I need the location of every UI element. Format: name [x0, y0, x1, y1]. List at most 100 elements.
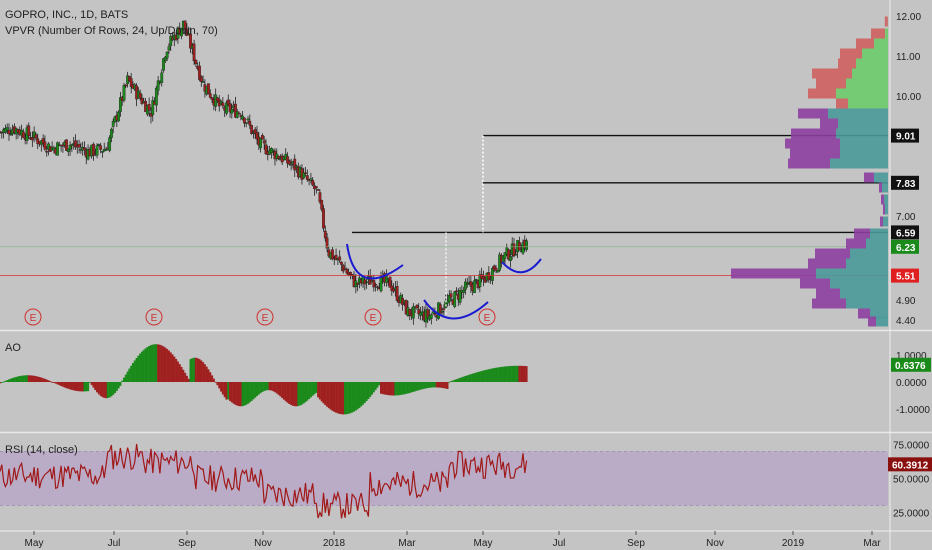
ao-bar — [446, 382, 449, 389]
ao-bar — [261, 382, 264, 392]
ao-bar — [362, 382, 365, 405]
ao-bar — [432, 382, 435, 388]
ao-bar — [313, 382, 316, 395]
candle — [264, 144, 268, 155]
candle — [43, 141, 47, 150]
ao-bar — [471, 373, 474, 382]
vp-row-down — [812, 298, 846, 309]
ao-bar — [518, 365, 521, 382]
rsi-value-box — [888, 457, 932, 472]
candle — [237, 112, 241, 115]
ao-bar — [340, 382, 343, 415]
ao-bar — [297, 382, 300, 407]
candle — [151, 100, 155, 116]
ao-bar — [180, 366, 183, 382]
ao-bar — [273, 382, 276, 393]
ao-bar — [335, 382, 338, 413]
ao-bar — [142, 349, 145, 382]
candle — [97, 144, 101, 146]
ao-bar — [299, 382, 302, 406]
ao-bar — [29, 375, 32, 382]
ao-bar — [164, 347, 167, 382]
ao-bar — [81, 382, 84, 392]
candle — [345, 269, 349, 274]
vp-row-down — [788, 158, 830, 169]
ao-bar — [387, 382, 390, 396]
candle — [253, 129, 257, 135]
ao-bar — [353, 382, 356, 412]
ao-bar — [290, 382, 293, 406]
ao-bar — [193, 357, 196, 382]
ao-bar — [473, 373, 476, 382]
ao-bar — [468, 374, 471, 382]
ao-bar — [191, 358, 194, 382]
ao-bar — [47, 380, 50, 382]
ao-bar — [105, 382, 108, 399]
vp-row-down — [816, 288, 840, 299]
ao-bar — [392, 382, 395, 396]
ao-bar — [22, 375, 25, 382]
ao-bar — [245, 382, 248, 405]
candle — [325, 237, 329, 249]
candle — [230, 109, 234, 114]
ao-bar — [525, 366, 528, 382]
ao-bar — [97, 382, 100, 395]
ao-bar — [135, 357, 138, 382]
ao-bar — [487, 369, 490, 382]
vp-row-down — [812, 68, 852, 79]
rsi-line — [0, 443, 528, 519]
vp-row-down — [820, 118, 838, 129]
ao-bar — [214, 381, 217, 383]
time-tick: May — [25, 538, 44, 549]
vp-row-up — [848, 98, 888, 109]
vp-row-up — [836, 128, 888, 139]
ao-bar — [119, 382, 122, 386]
ao-bar — [475, 372, 478, 382]
ao-bar — [124, 374, 127, 382]
price-label-box — [891, 175, 919, 190]
candle — [147, 104, 151, 111]
candle — [491, 268, 494, 281]
candle — [372, 280, 376, 288]
ao-bar — [112, 382, 115, 395]
vp-row-down — [883, 204, 885, 215]
vp-row-down — [791, 128, 836, 139]
ao-bar — [507, 366, 510, 382]
ao-bar — [322, 382, 325, 404]
ao-bar — [36, 376, 39, 382]
ao-bar — [153, 344, 156, 382]
time-tick: Sep — [627, 538, 645, 549]
earnings-marker-label: E — [30, 313, 37, 324]
ao-pane[interactable] — [0, 344, 528, 415]
rsi-band — [0, 451, 888, 506]
ao-bar — [282, 382, 285, 400]
ao-bar — [491, 368, 494, 382]
candle — [338, 256, 342, 261]
vp-row-down — [790, 148, 840, 159]
candle — [309, 178, 313, 181]
candle — [243, 117, 246, 124]
candle — [517, 242, 521, 251]
ao-bar — [437, 382, 440, 388]
candle — [221, 102, 225, 107]
candle — [349, 271, 352, 276]
vp-row-down — [868, 316, 876, 327]
vp-row-down — [808, 258, 846, 269]
candle — [41, 138, 45, 144]
rsi-pane[interactable] — [0, 443, 888, 519]
ao-bar — [374, 382, 377, 391]
candle — [154, 87, 158, 106]
candle — [117, 112, 121, 122]
ao-bar — [324, 382, 327, 406]
ao-bar — [496, 367, 499, 382]
candle — [9, 133, 13, 136]
ao-bar — [114, 382, 117, 394]
candle — [318, 192, 322, 203]
earnings-marker — [145, 308, 163, 326]
rsi-label: RSI (14, close) — [5, 444, 78, 456]
ao-bar — [43, 378, 46, 382]
ao-bar — [426, 382, 429, 389]
